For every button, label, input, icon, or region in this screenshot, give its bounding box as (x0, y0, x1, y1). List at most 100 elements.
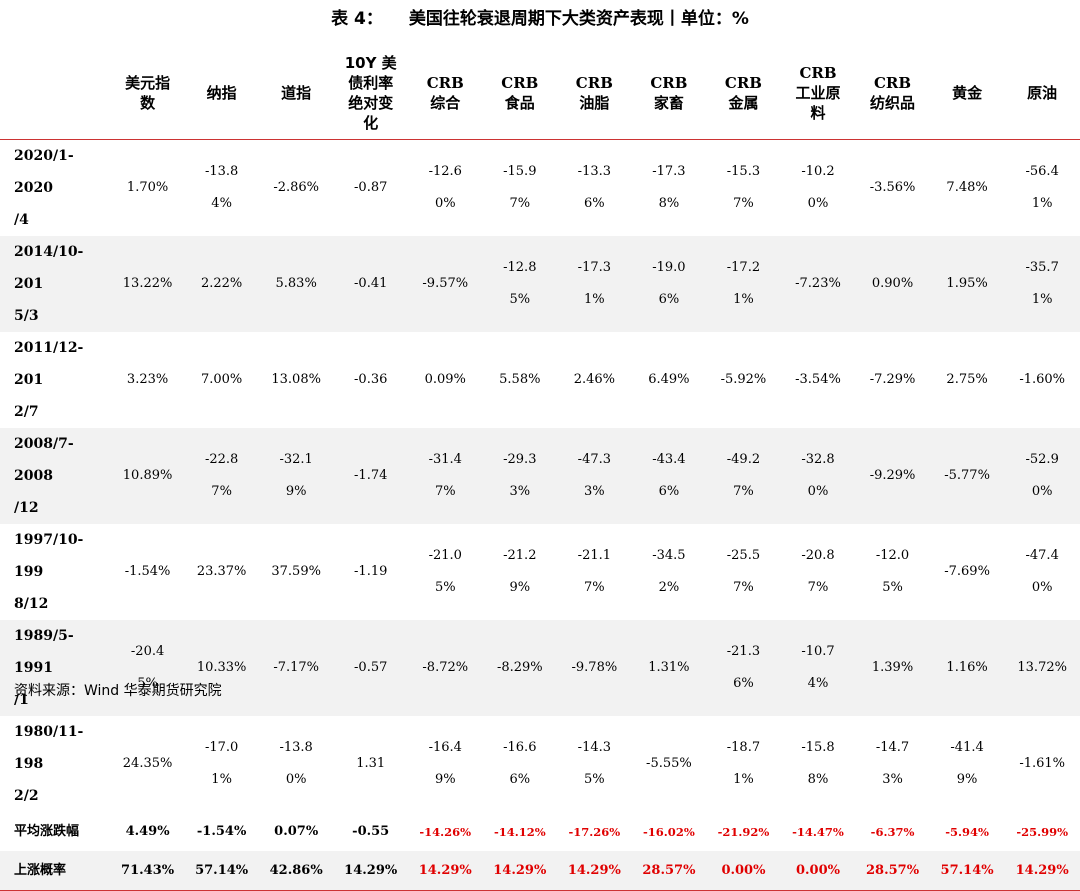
table-cell: -0.41 (333, 236, 408, 332)
column-header-line: 数 (140, 93, 156, 112)
summary-cell: -6.37% (870, 824, 915, 839)
table-cell: 5.58% (499, 372, 541, 387)
table-number: 表 4： (331, 9, 383, 29)
table-cell: -12.85% (482, 236, 558, 332)
summary-cell: 14.29% (407, 851, 483, 891)
table-cell: -9.78% (557, 620, 632, 716)
summary-cell: 14.29% (1004, 851, 1080, 891)
table-cell: 23.37% (196, 564, 247, 579)
table-cell: 1.31 (356, 756, 386, 771)
table-cell: -1.19 (354, 564, 388, 579)
column-header: 10Y 美债利率 绝对变化 (333, 46, 408, 140)
table-cell: -21.36% (706, 620, 781, 716)
table-cell: -5.55% (646, 756, 692, 771)
table-cell: -12.05% (875, 548, 910, 595)
table-cell: -10.20% (801, 164, 835, 211)
column-header-line: 黄金 (952, 83, 983, 102)
table-cell: 7.00% (200, 372, 243, 387)
row-period: 2014/10-201 5/3 (0, 236, 111, 332)
summary-cell: 28.57% (855, 851, 930, 891)
table-cell: -13.36% (577, 164, 612, 211)
column-header-line: 金属 (728, 93, 759, 112)
table-cell: -7.23% (780, 236, 856, 332)
table-cell: 1.70% (126, 180, 169, 195)
column-header-line: CRB (650, 73, 688, 92)
table-cell: -21.17% (577, 548, 612, 595)
column-header-line: 化 (363, 113, 379, 132)
table-row: 1989/5-1991/1 -20.45% 10.33% -7.17% -0.57 -8.… (0, 620, 1080, 716)
table-cell: -16.66% (503, 740, 537, 787)
column-header-line: CRB (724, 73, 762, 92)
table-cell: 1.16% (929, 620, 1005, 716)
row-period-line: 1989/5-1991 (14, 628, 74, 676)
table-cell: -17.31% (557, 236, 632, 332)
summary-cell: 42.86% (258, 851, 334, 891)
column-header-line: 纳指 (206, 83, 237, 102)
summary-cell: -5.94% (945, 824, 989, 839)
summary-cell: -14.26% (419, 824, 472, 839)
table-cell: -17.01% (204, 740, 239, 787)
table-cell: -52.90% (1004, 428, 1080, 524)
column-header: CRB 综合 (407, 46, 483, 140)
summary-cell: 71.43% (110, 851, 185, 891)
table-cell: -43.46% (631, 428, 707, 524)
table-cell: 7.48% (946, 180, 988, 195)
column-header-line: 油脂 (579, 93, 610, 112)
table-row: 2008/7-2008/12 10.89% -22.87% -32.19% -1.74-… (0, 428, 1080, 524)
summary-cell: 14.29% (482, 851, 558, 891)
table-cell: -13.80% (279, 740, 313, 787)
table-cell: -31.47% (407, 428, 483, 524)
summary-cell: 14.29% (333, 851, 408, 891)
table-cell: 37.59% (271, 564, 321, 579)
table-cell: -1.60% (1019, 372, 1066, 387)
table-cell: -9.57% (407, 236, 483, 332)
summary-cell: -0.55 (352, 823, 390, 839)
average-row: 平均涨跌幅 4.49% -1.54% 0.07% -0.55 -14.26% -14.12%… (0, 812, 1080, 851)
table-cell: -41.49% (950, 740, 984, 787)
table-cell: 0.90% (855, 236, 930, 332)
table-cell: 1.95% (929, 236, 1005, 332)
row-period-line: 2014/10-201 (14, 244, 84, 292)
table-cell: -7.17% (258, 620, 334, 716)
table-cell: -9.29% (855, 428, 930, 524)
table-cell: -15.37% (726, 164, 761, 211)
table-row: 2011/12-201 2/7 3.23% 7.00% 13.08% -0.36 0.09%… (0, 332, 1080, 428)
row-period-line: 1997/10-199 (14, 532, 84, 580)
table-title: 表 4： 美国往轮衰退周期下大类资产表现丨单位：% (0, 4, 1080, 34)
table-cell: -47.40% (1025, 548, 1059, 595)
table-cell: -8.72% (407, 620, 483, 716)
column-header: 黄金 (929, 46, 1005, 140)
table-row: 2014/10-201 5/3 13.22% 2.22% 5.83% -0.41 -9.57… (0, 236, 1080, 332)
column-header-line: 纺织品 (870, 93, 916, 112)
column-header: CRB 工业原料 (780, 46, 856, 140)
column-header: 原油 (1004, 46, 1080, 140)
table-cell: 10.33% (184, 620, 259, 716)
summary-cell: 4.49% (125, 823, 170, 839)
table-cell: -12.60% (428, 164, 462, 211)
table-cell: -21.29% (503, 548, 537, 595)
row-period-line: 2020/1-2020 (14, 148, 74, 196)
row-period-line: 5/3 (14, 308, 39, 324)
table-cell: -5.77% (929, 428, 1005, 524)
table-cell: 2.22% (184, 236, 259, 332)
row-period-line: 2/7 (14, 404, 39, 420)
row-period: 1989/5-1991/1 (0, 620, 111, 716)
header-row: 美元指数纳指 道指 10Y 美债利率 绝对变化 CRB 综合 CRB 食品 CRB 油脂 CRB 家畜… (0, 46, 1080, 140)
summary-cell: 57.14% (929, 851, 1005, 891)
column-header-line: CRB (426, 73, 464, 92)
table-cell: 6.49% (648, 372, 690, 387)
column-header-line: 工业原 (795, 83, 841, 102)
table-cell: -17.21% (706, 236, 781, 332)
table-cell: -7.29% (869, 372, 916, 387)
row-period-line: /4 (14, 212, 29, 228)
table-cell: 0.09% (424, 372, 466, 387)
column-header-line: CRB (873, 73, 912, 92)
table-cell: -5.92% (720, 372, 767, 387)
corner-cell (0, 46, 111, 140)
summary-cell: -14.47% (792, 824, 844, 839)
table-cell: 1.31% (631, 620, 707, 716)
table-cell: 2.46% (573, 372, 615, 387)
table-cell: -49.27% (706, 428, 781, 524)
table-cell: 24.35% (122, 756, 173, 771)
table-cell: -34.52% (652, 548, 686, 595)
